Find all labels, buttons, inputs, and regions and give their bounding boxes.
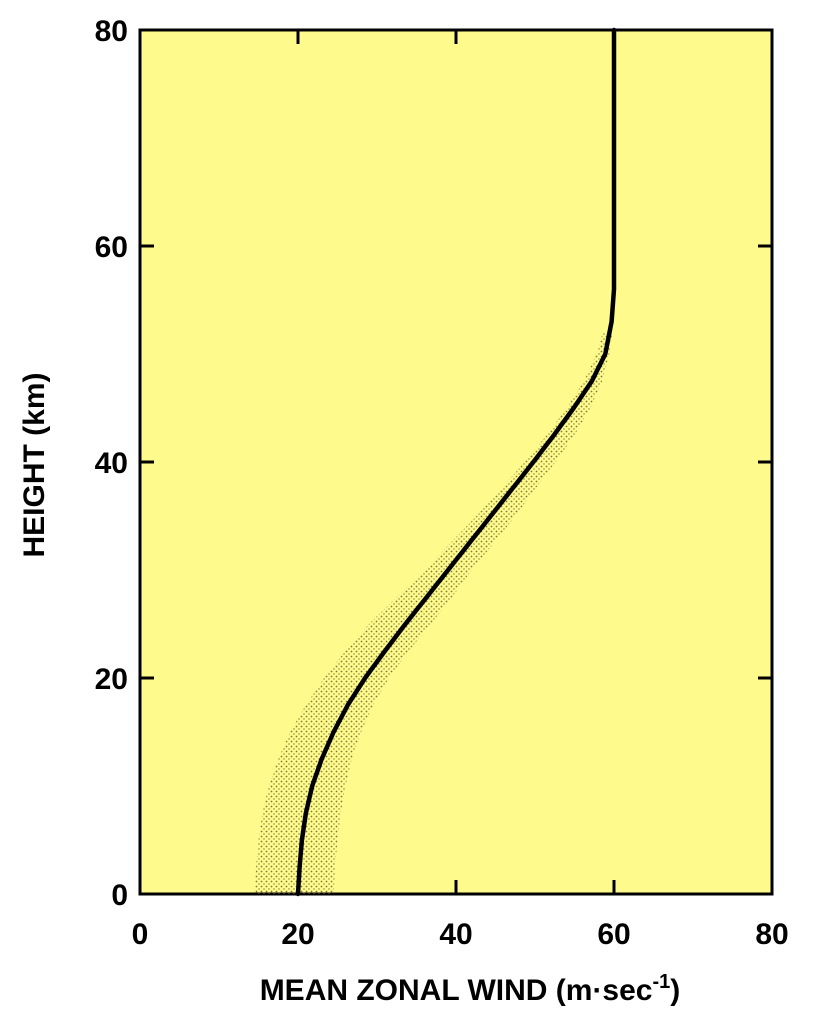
series-line (295, 27, 617, 897)
series-line-group (295, 27, 617, 897)
x-tick-label: 20 (281, 918, 314, 951)
y-axis-title: HEIGHT (km) (18, 372, 51, 557)
x-tick-labels: 0 20 40 60 80 (132, 918, 789, 951)
x-tick-label: 0 (132, 918, 149, 951)
y-tick-label: 20 (95, 663, 128, 696)
x-axis-title: MEAN ZONAL WIND (m·sec-1) (260, 971, 681, 1007)
plot-area (138, 28, 774, 896)
y-tick-label: 80 (95, 15, 128, 48)
y-tick-label: 0 (111, 879, 128, 912)
y-tick-label: 60 (95, 231, 128, 264)
ticks-group (140, 30, 772, 894)
x-tick-label: 80 (755, 918, 788, 951)
x-tick-label: 60 (597, 918, 630, 951)
y-tick-label: 40 (95, 447, 128, 480)
x-tick-label: 40 (439, 918, 472, 951)
y-tick-labels: 0 20 40 60 80 (95, 15, 128, 912)
